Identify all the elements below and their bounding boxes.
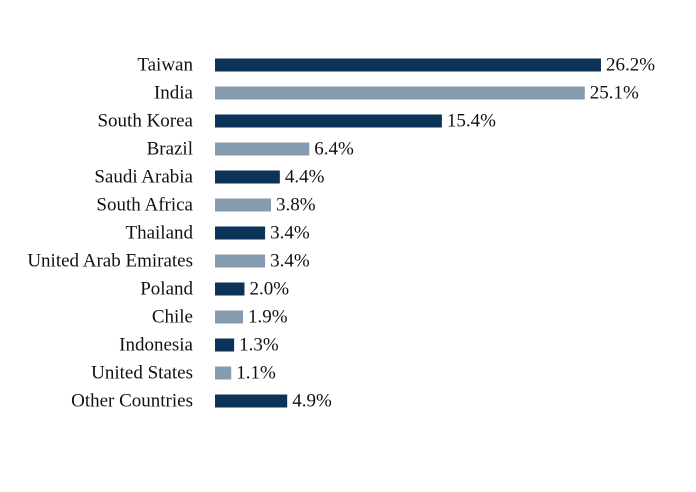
bars (215, 58, 601, 408)
bar (215, 198, 271, 212)
category-label: United States (91, 363, 193, 384)
value-label: 26.2% (606, 55, 655, 76)
value-label: 3.4% (270, 251, 310, 272)
value-label: 4.4% (285, 167, 325, 188)
category-label: Chile (152, 307, 193, 328)
value-label: 2.0% (249, 279, 289, 300)
category-label: Poland (140, 279, 193, 300)
bar (215, 86, 585, 100)
bar (215, 170, 280, 184)
category-label: Other Countries (71, 391, 193, 412)
value-label: 6.4% (314, 139, 354, 160)
category-label: South Africa (96, 195, 193, 216)
bar (215, 114, 442, 128)
category-label: United Arab Emirates (27, 251, 193, 272)
value-label: 15.4% (447, 111, 496, 132)
value-label: 1.9% (248, 307, 288, 328)
bar (215, 310, 243, 324)
bar (215, 338, 235, 352)
bar (215, 394, 288, 408)
category-labels: Taiwan India South Korea Brazil Saudi Arabia… (27, 55, 193, 412)
category-label: Indonesia (119, 335, 193, 356)
category-label: Saudi Arabia (94, 167, 193, 188)
bar (215, 142, 310, 156)
bar (215, 58, 601, 72)
category-label: Brazil (147, 139, 193, 160)
bar (215, 254, 266, 268)
value-label: 3.4% (270, 223, 310, 244)
value-label: 1.1% (236, 363, 276, 384)
value-label: 3.8% (276, 195, 316, 216)
bar (215, 366, 232, 380)
value-labels: 26.2% 25.1% 15.4% 6.4% 4.4% 3.8% 3.4% 3.4% 2.0% 1… (236, 55, 655, 412)
category-label: India (154, 83, 194, 104)
category-label: Thailand (125, 223, 193, 244)
category-label: South Korea (97, 111, 193, 132)
value-label: 4.9% (292, 391, 332, 412)
value-label: 1.3% (239, 335, 279, 356)
value-label: 25.1% (590, 83, 639, 104)
bar (215, 282, 245, 296)
bar (215, 226, 266, 240)
category-label: Taiwan (137, 55, 193, 76)
